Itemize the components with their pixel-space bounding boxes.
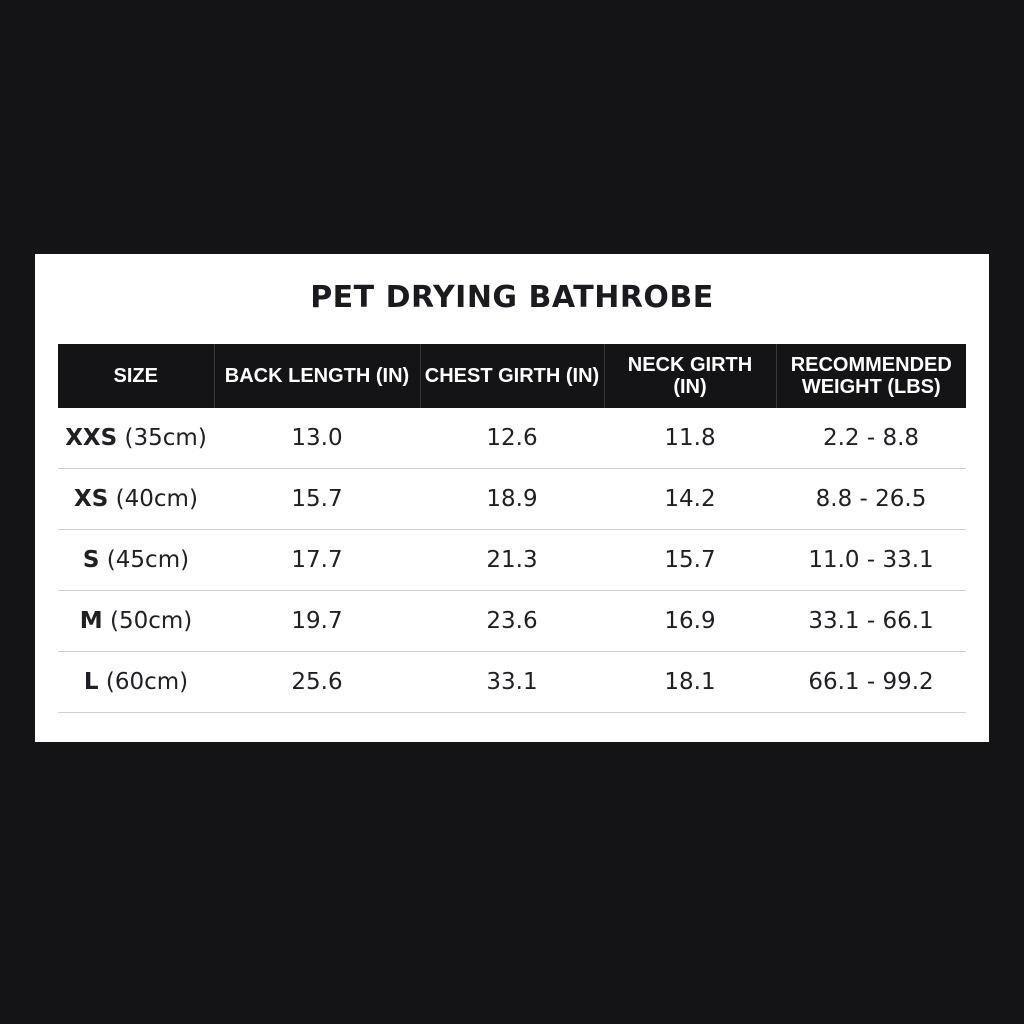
table-row: S (45cm) 17.7 21.3 15.7 11.0 - 33.1	[58, 529, 966, 591]
size-cell: XS (40cm)	[58, 468, 214, 530]
back-length-cell: 25.6	[214, 651, 420, 713]
table-row: XS (40cm) 15.7 18.9 14.2 8.8 - 26.5	[58, 468, 966, 530]
size-cm: (60cm)	[98, 669, 189, 695]
back-length-cell: 19.7	[214, 590, 420, 652]
header-size: SIZE	[58, 344, 215, 408]
back-length-cell: 17.7	[214, 529, 420, 591]
table-row: L (60cm) 25.6 33.1 18.1 66.1 - 99.2	[58, 651, 966, 713]
weight-cell: 11.0 - 33.1	[776, 529, 966, 591]
size-cell: XXS (35cm)	[58, 408, 214, 469]
table-row: XXS (35cm) 13.0 12.6 11.8 2.2 - 8.8	[58, 408, 966, 469]
back-length-cell: 13.0	[214, 408, 420, 469]
chest-girth-cell: 12.6	[420, 408, 604, 469]
size-code: XS	[74, 486, 109, 512]
neck-girth-cell: 14.2	[604, 468, 776, 530]
table-row: M (50cm) 19.7 23.6 16.9 33.1 - 66.1	[58, 590, 966, 652]
header-neck-girth: NECK GIRTH (IN)	[604, 344, 777, 408]
header-chest-girth: CHEST GIRTH (IN)	[420, 344, 605, 408]
size-chart-table: SIZE BACK LENGTH (IN) CHEST GIRTH (IN) N…	[58, 344, 966, 713]
weight-cell: 66.1 - 99.2	[776, 651, 966, 713]
header-recommended-weight: RECOMMENDED WEIGHT (LBS)	[776, 344, 966, 408]
size-code: S	[82, 547, 100, 573]
table-header-row: SIZE BACK LENGTH (IN) CHEST GIRTH (IN) N…	[58, 344, 966, 408]
chest-girth-cell: 23.6	[420, 590, 604, 652]
size-cell: L (60cm)	[58, 651, 214, 713]
chest-girth-cell: 18.9	[420, 468, 604, 530]
size-cm: (50cm)	[102, 608, 193, 634]
size-cell: S (45cm)	[58, 529, 214, 591]
neck-girth-cell: 11.8	[604, 408, 776, 469]
chart-title: PET DRYING BATHROBE	[310, 280, 714, 315]
size-code: L	[83, 669, 99, 695]
chest-girth-cell: 33.1	[420, 651, 604, 713]
weight-cell: 2.2 - 8.8	[776, 408, 966, 469]
size-code: M	[79, 608, 103, 634]
back-length-cell: 15.7	[214, 468, 420, 530]
weight-cell: 8.8 - 26.5	[776, 468, 966, 530]
neck-girth-cell: 15.7	[604, 529, 776, 591]
size-cm: (45cm)	[99, 547, 190, 573]
weight-cell: 33.1 - 66.1	[776, 590, 966, 652]
neck-girth-cell: 18.1	[604, 651, 776, 713]
size-cell: M (50cm)	[58, 590, 214, 652]
header-back-length: BACK LENGTH (IN)	[214, 344, 421, 408]
size-code: XXS	[65, 425, 118, 451]
neck-girth-cell: 16.9	[604, 590, 776, 652]
size-cm: (35cm)	[117, 425, 207, 451]
chest-girth-cell: 21.3	[420, 529, 604, 591]
size-cm: (40cm)	[108, 486, 198, 512]
